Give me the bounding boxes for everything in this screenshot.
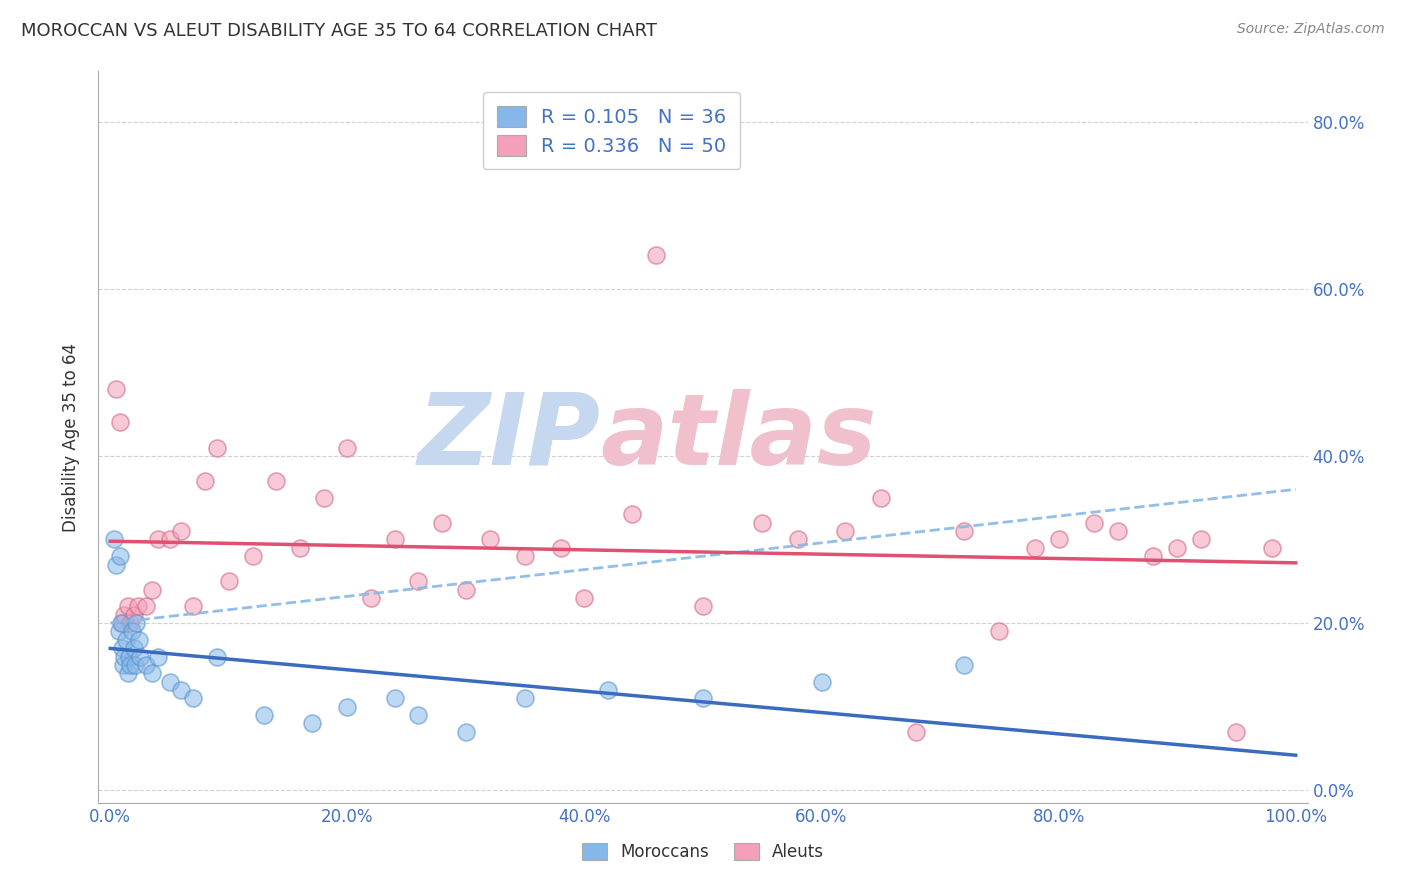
Text: Source: ZipAtlas.com: Source: ZipAtlas.com xyxy=(1237,22,1385,37)
Point xyxy=(108,416,131,430)
Point xyxy=(869,491,891,505)
Point xyxy=(1047,533,1070,547)
Point xyxy=(117,666,139,681)
Point xyxy=(242,549,264,564)
Point xyxy=(117,599,139,614)
Point xyxy=(786,533,808,547)
Point xyxy=(128,632,150,647)
Legend: Moroccans, Aleuts: Moroccans, Aleuts xyxy=(575,836,831,868)
Point xyxy=(120,616,142,631)
Point xyxy=(112,657,135,672)
Point xyxy=(170,682,193,697)
Point xyxy=(127,599,149,614)
Point xyxy=(620,508,643,522)
Point xyxy=(194,474,217,488)
Point xyxy=(692,691,714,706)
Point xyxy=(121,624,143,639)
Point xyxy=(110,616,132,631)
Point xyxy=(598,682,620,697)
Point xyxy=(181,691,204,706)
Point xyxy=(1189,533,1212,547)
Point xyxy=(574,591,596,605)
Point xyxy=(125,616,148,631)
Text: ZIP: ZIP xyxy=(418,389,600,485)
Point xyxy=(1107,524,1129,538)
Point xyxy=(146,649,169,664)
Point xyxy=(515,691,537,706)
Point xyxy=(288,541,311,555)
Point xyxy=(264,474,287,488)
Point xyxy=(111,616,134,631)
Point xyxy=(336,699,359,714)
Point xyxy=(141,666,163,681)
Point xyxy=(105,558,128,572)
Point xyxy=(141,582,163,597)
Point xyxy=(408,708,430,723)
Point xyxy=(515,549,537,564)
Point xyxy=(253,708,276,723)
Point xyxy=(135,599,157,614)
Point xyxy=(834,524,856,538)
Point xyxy=(751,516,773,530)
Point xyxy=(114,649,136,664)
Point xyxy=(122,641,145,656)
Point xyxy=(432,516,454,530)
Point xyxy=(1261,541,1284,555)
Point xyxy=(129,649,152,664)
Point xyxy=(114,632,136,647)
Point xyxy=(122,607,145,622)
Point xyxy=(103,533,125,547)
Point xyxy=(301,716,323,731)
Point xyxy=(408,574,430,589)
Point xyxy=(384,533,406,547)
Point xyxy=(114,607,136,622)
Point xyxy=(124,657,146,672)
Point xyxy=(478,533,501,547)
Point xyxy=(135,657,157,672)
Point xyxy=(105,382,128,396)
Point xyxy=(692,599,714,614)
Text: atlas: atlas xyxy=(600,389,877,485)
Point xyxy=(454,582,477,597)
Point xyxy=(312,491,335,505)
Text: MOROCCAN VS ALEUT DISABILITY AGE 35 TO 64 CORRELATION CHART: MOROCCAN VS ALEUT DISABILITY AGE 35 TO 6… xyxy=(21,22,657,40)
Point xyxy=(146,533,169,547)
Point xyxy=(170,524,193,538)
Point xyxy=(988,624,1011,639)
Point xyxy=(108,549,131,564)
Point xyxy=(905,724,928,739)
Point xyxy=(205,649,228,664)
Point xyxy=(159,674,181,689)
Point xyxy=(384,691,406,706)
Point xyxy=(952,524,974,538)
Point xyxy=(118,649,141,664)
Point xyxy=(810,674,832,689)
Point xyxy=(120,657,142,672)
Point xyxy=(159,533,181,547)
Point xyxy=(454,724,477,739)
Point xyxy=(550,541,572,555)
Point xyxy=(111,641,134,656)
Point xyxy=(1166,541,1188,555)
Point xyxy=(181,599,204,614)
Point xyxy=(205,441,228,455)
Point xyxy=(1083,516,1105,530)
Point xyxy=(1142,549,1164,564)
Point xyxy=(336,441,359,455)
Point xyxy=(1024,541,1046,555)
Point xyxy=(952,657,974,672)
Y-axis label: Disability Age 35 to 64: Disability Age 35 to 64 xyxy=(62,343,80,532)
Point xyxy=(360,591,382,605)
Point xyxy=(218,574,240,589)
Point xyxy=(107,624,129,639)
Point xyxy=(1225,724,1247,739)
Point xyxy=(644,248,666,262)
